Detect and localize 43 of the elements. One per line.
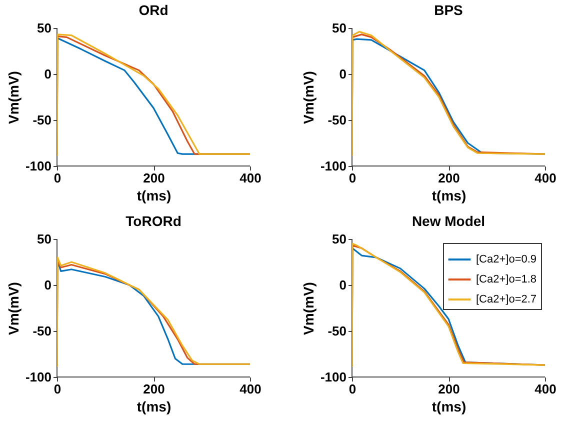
chart-title: New Model <box>412 213 486 229</box>
x-tick-label: 400 <box>534 382 556 396</box>
y-tick-label: -100 <box>25 158 52 174</box>
y-axis-title: Vm(mV) <box>5 71 22 124</box>
legend-label: [Ca2+]o=0.9 <box>476 254 537 266</box>
y-tick-label: 0 <box>339 278 346 292</box>
chart-title: ToRORd <box>126 213 182 229</box>
y-tick-label: 50 <box>332 20 346 36</box>
y-axis-title: Vm(mV) <box>300 282 316 335</box>
y-tick-label: 0 <box>44 278 52 292</box>
y-tick-label: -100 <box>320 158 346 174</box>
x-axis-title: t(ms) <box>136 188 172 204</box>
chart-title: BPS <box>434 2 463 18</box>
y-tick-label: -50 <box>32 324 52 338</box>
y-tick-label: -50 <box>328 324 346 338</box>
chart-title: ORd <box>138 2 168 18</box>
x-tick-label: 200 <box>143 382 165 396</box>
y-tick-label: 50 <box>332 232 346 246</box>
x-tick-label: 0 <box>348 170 356 186</box>
x-tick-label: 0 <box>54 382 62 396</box>
y-tick-label: -50 <box>328 112 346 128</box>
x-tick-label: 400 <box>534 170 556 186</box>
y-tick-label: -100 <box>320 370 346 384</box>
y-tick-label: 0 <box>339 66 346 82</box>
legend-label: [Ca2+]o=2.7 <box>476 294 537 306</box>
y-axis-title: Vm(mV) <box>5 282 22 335</box>
x-tick-label: 200 <box>438 382 460 396</box>
x-tick-label: 0 <box>54 170 62 186</box>
x-tick-label: 200 <box>438 170 460 186</box>
y-tick-label: 0 <box>44 66 52 82</box>
x-axis-title: t(ms) <box>432 398 466 414</box>
x-tick-label: 200 <box>143 170 165 186</box>
y-tick-label: -50 <box>32 112 52 128</box>
x-axis-title: t(ms) <box>432 188 466 204</box>
y-tick-label: 50 <box>37 232 52 246</box>
x-axis-title: t(ms) <box>136 398 172 414</box>
x-tick-label: 400 <box>240 170 262 186</box>
x-tick-label: 400 <box>240 382 262 396</box>
x-tick-label: 0 <box>348 382 356 396</box>
y-tick-label: 50 <box>37 20 52 36</box>
legend-label: [Ca2+]o=1.8 <box>476 274 537 286</box>
y-axis-title: Vm(mV) <box>300 71 316 124</box>
y-tick-label: -100 <box>25 370 52 384</box>
